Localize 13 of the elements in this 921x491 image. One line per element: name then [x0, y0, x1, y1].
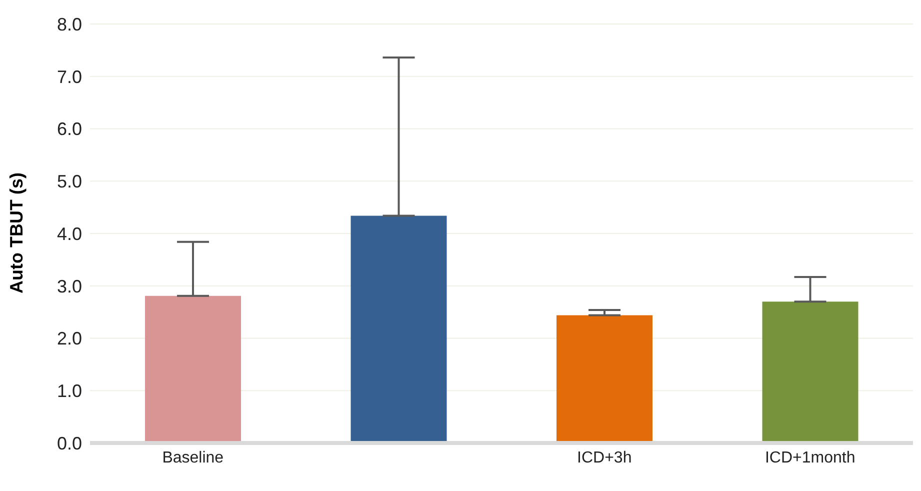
y-tick-label: 7.0: [56, 66, 82, 87]
y-tick-label: 5.0: [56, 172, 82, 192]
y-tick-label: 1.0: [56, 381, 82, 402]
x-tick-label: ICD+3h: [577, 449, 632, 466]
y-tick-label: 6.0: [56, 119, 82, 140]
y-tick-label: 4.0: [56, 224, 82, 244]
y-tick-label: 0.0: [56, 433, 82, 454]
x-tick-label: ICD+1month: [764, 449, 856, 466]
y-tick-label: 8.0: [56, 14, 82, 34]
y-axis-title: Auto TBUT (s): [6, 172, 26, 294]
y-tick-label: 3.0: [56, 276, 82, 296]
x-tick-label: Baseline: [162, 449, 224, 466]
y-tick-label: 2.0: [56, 328, 82, 349]
